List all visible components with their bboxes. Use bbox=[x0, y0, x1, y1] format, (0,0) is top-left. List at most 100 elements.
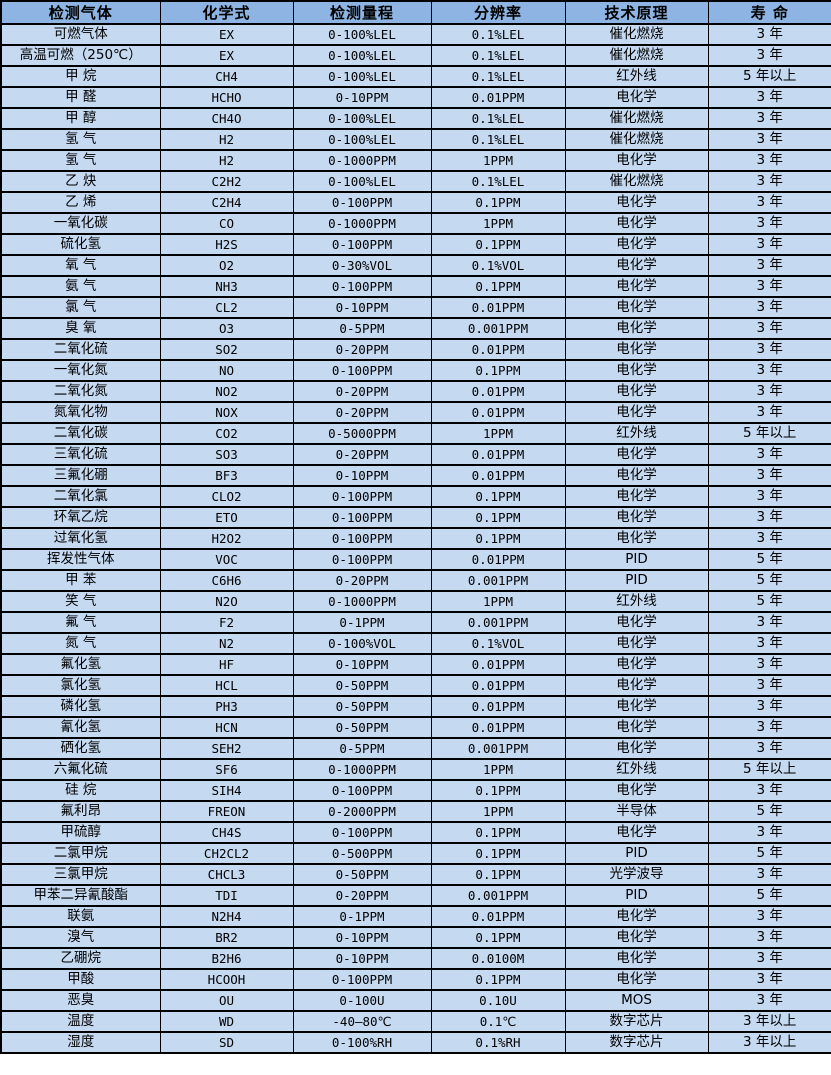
table-row: 氰化氢 HCN 0-50PPM 0.01PPM 电化学 3 年 bbox=[0, 716, 831, 739]
cell-chemical-formula: N2H4 bbox=[159, 905, 294, 928]
cell-resolution: 0.1℃ bbox=[430, 1010, 566, 1033]
cell-resolution: 0.01PPM bbox=[430, 905, 566, 928]
table-row: 硅 烷 SIH4 0-100PPM 0.1PPM 电化学 3 年 bbox=[0, 779, 831, 802]
cell-detection-range: 0-100%RH bbox=[292, 1031, 432, 1054]
cell-gas-name: 乙 烯 bbox=[0, 191, 161, 214]
cell-resolution: 1PPM bbox=[430, 149, 566, 172]
cell-chemical-formula: SF6 bbox=[159, 758, 294, 781]
cell-chemical-formula: N2O bbox=[159, 590, 294, 613]
cell-chemical-formula: CL2 bbox=[159, 296, 294, 319]
cell-lifespan: 3 年 bbox=[707, 863, 831, 886]
cell-detection-range: 0-2000PPM bbox=[292, 800, 432, 823]
table-row: 甲酸 HCOOH 0-100PPM 0.1PPM 电化学 3 年 bbox=[0, 968, 831, 991]
cell-chemical-formula: CLO2 bbox=[159, 485, 294, 508]
cell-gas-name: 笑 气 bbox=[0, 590, 161, 613]
table-body: 可燃气体 EX 0-100%LEL 0.1%LEL 催化燃烧 3 年高温可燃（250℃） E… bbox=[0, 23, 831, 1054]
cell-gas-name: 氢 气 bbox=[0, 149, 161, 172]
cell-lifespan: 3 年 bbox=[707, 317, 831, 340]
table-row: 湿度 SD 0-100%RH 0.1%RH 数字芯片 3 年以上 bbox=[0, 1031, 831, 1054]
cell-technology: 电化学 bbox=[564, 191, 709, 214]
cell-gas-name: 恶臭 bbox=[0, 989, 161, 1012]
cell-lifespan: 5 年以上 bbox=[707, 422, 831, 445]
cell-lifespan: 3 年 bbox=[707, 44, 831, 67]
cell-lifespan: 3 年 bbox=[707, 149, 831, 172]
cell-chemical-formula: O2 bbox=[159, 254, 294, 277]
cell-gas-name: 湿度 bbox=[0, 1031, 161, 1054]
cell-technology: 电化学 bbox=[564, 86, 709, 109]
cell-chemical-formula: TDI bbox=[159, 884, 294, 907]
cell-chemical-formula: B2H6 bbox=[159, 947, 294, 970]
table-row: 臭 氧 O3 0-5PPM 0.001PPM 电化学 3 年 bbox=[0, 317, 831, 340]
cell-technology: PID bbox=[564, 569, 709, 592]
cell-resolution: 0.01PPM bbox=[430, 716, 566, 739]
cell-chemical-formula: C6H6 bbox=[159, 569, 294, 592]
cell-detection-range: 0-10PPM bbox=[292, 296, 432, 319]
cell-resolution: 0.01PPM bbox=[430, 653, 566, 676]
cell-chemical-formula: CO2 bbox=[159, 422, 294, 445]
cell-gas-name: 甲 醇 bbox=[0, 107, 161, 130]
cell-resolution: 0.1PPM bbox=[430, 506, 566, 529]
cell-gas-name: 甲 苯 bbox=[0, 569, 161, 592]
cell-lifespan: 3 年 bbox=[707, 485, 831, 508]
cell-technology: 电化学 bbox=[564, 485, 709, 508]
cell-chemical-formula: N2 bbox=[159, 632, 294, 655]
table-row: 氮 气 N2 0-100%VOL 0.1%VOL 电化学 3 年 bbox=[0, 632, 831, 655]
cell-detection-range: 0-100PPM bbox=[292, 779, 432, 802]
cell-gas-name: 硒化氢 bbox=[0, 737, 161, 760]
cell-technology: PID bbox=[564, 842, 709, 865]
cell-gas-name: 二氯甲烷 bbox=[0, 842, 161, 865]
cell-detection-range: 0-1PPM bbox=[292, 611, 432, 634]
cell-chemical-formula: HCN bbox=[159, 716, 294, 739]
cell-lifespan: 3 年 bbox=[707, 338, 831, 361]
cell-technology: 数字芯片 bbox=[564, 1031, 709, 1054]
cell-resolution: 0.1%VOL bbox=[430, 254, 566, 277]
cell-gas-name: 氟化氢 bbox=[0, 653, 161, 676]
cell-detection-range: 0-1PPM bbox=[292, 905, 432, 928]
cell-detection-range: 0-20PPM bbox=[292, 884, 432, 907]
cell-technology: MOS bbox=[564, 989, 709, 1012]
cell-detection-range: 0-30%VOL bbox=[292, 254, 432, 277]
table-row: 挥发性气体 VOC 0-100PPM 0.01PPM PID 5 年 bbox=[0, 548, 831, 571]
cell-technology: 红外线 bbox=[564, 65, 709, 88]
cell-technology: 电化学 bbox=[564, 779, 709, 802]
table-row: 二氧化碳 CO2 0-5000PPM 1PPM 红外线 5 年以上 bbox=[0, 422, 831, 445]
cell-lifespan: 5 年 bbox=[707, 842, 831, 865]
cell-chemical-formula: HCOOH bbox=[159, 968, 294, 991]
cell-technology: 电化学 bbox=[564, 527, 709, 550]
cell-technology: 电化学 bbox=[564, 212, 709, 235]
cell-detection-range: 0-50PPM bbox=[292, 674, 432, 697]
cell-technology: 半导体 bbox=[564, 800, 709, 823]
cell-lifespan: 3 年 bbox=[707, 170, 831, 193]
cell-technology: 电化学 bbox=[564, 926, 709, 949]
column-header-resolution: 分辨率 bbox=[430, 0, 566, 25]
table-row: 一氧化氮 NO 0-100PPM 0.1PPM 电化学 3 年 bbox=[0, 359, 831, 382]
cell-gas-name: 乙硼烷 bbox=[0, 947, 161, 970]
cell-detection-range: 0-100PPM bbox=[292, 233, 432, 256]
cell-resolution: 1PPM bbox=[430, 590, 566, 613]
cell-detection-range: 0-500PPM bbox=[292, 842, 432, 865]
cell-lifespan: 3 年 bbox=[707, 464, 831, 487]
table-row: 氧 气 O2 0-30%VOL 0.1%VOL 电化学 3 年 bbox=[0, 254, 831, 277]
cell-chemical-formula: HF bbox=[159, 653, 294, 676]
cell-detection-range: 0-50PPM bbox=[292, 716, 432, 739]
table-row: 硒化氢 SEH2 0-5PPM 0.001PPM 电化学 3 年 bbox=[0, 737, 831, 760]
cell-technology: 电化学 bbox=[564, 296, 709, 319]
table-row: 二氧化氯 CLO2 0-100PPM 0.1PPM 电化学 3 年 bbox=[0, 485, 831, 508]
cell-lifespan: 3 年 bbox=[707, 23, 831, 46]
cell-gas-name: 过氧化氢 bbox=[0, 527, 161, 550]
cell-resolution: 0.1%LEL bbox=[430, 44, 566, 67]
cell-technology: 催化燃烧 bbox=[564, 23, 709, 46]
table-row: 二氯甲烷 CH2CL2 0-500PPM 0.1PPM PID 5 年 bbox=[0, 842, 831, 865]
cell-chemical-formula: SEH2 bbox=[159, 737, 294, 760]
cell-detection-range: 0-100PPM bbox=[292, 506, 432, 529]
cell-technology: 电化学 bbox=[564, 317, 709, 340]
cell-resolution: 0.01PPM bbox=[430, 464, 566, 487]
cell-technology: 电化学 bbox=[564, 695, 709, 718]
cell-resolution: 0.1%LEL bbox=[430, 23, 566, 46]
cell-technology: 红外线 bbox=[564, 758, 709, 781]
cell-chemical-formula: SIH4 bbox=[159, 779, 294, 802]
cell-detection-range: 0-20PPM bbox=[292, 380, 432, 403]
table-row: 三氯甲烷 CHCL3 0-50PPM 0.1PPM 光学波导 3 年 bbox=[0, 863, 831, 886]
cell-chemical-formula: SO2 bbox=[159, 338, 294, 361]
cell-resolution: 0.01PPM bbox=[430, 674, 566, 697]
